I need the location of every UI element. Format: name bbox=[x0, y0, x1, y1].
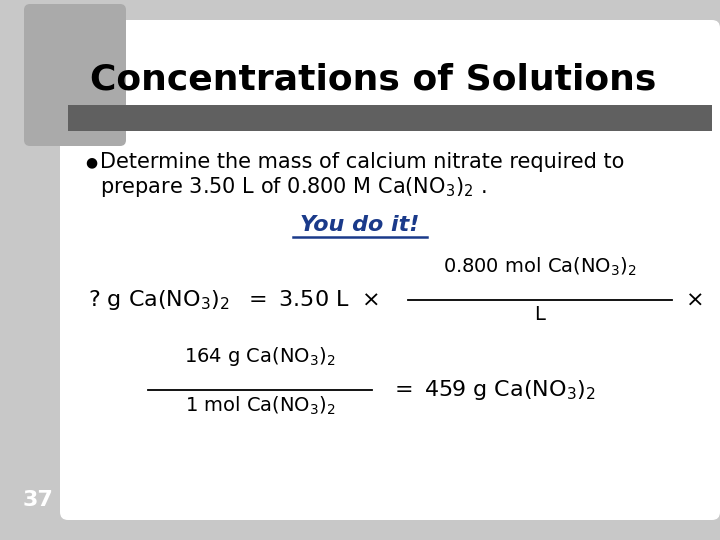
FancyBboxPatch shape bbox=[60, 20, 720, 520]
Text: 164 g Ca(NO$_3$)$_2$: 164 g Ca(NO$_3$)$_2$ bbox=[184, 345, 336, 368]
Text: ? g Ca(NO$_3$)$_2$  $=$ 3.50 L  $\times$: ? g Ca(NO$_3$)$_2$ $=$ 3.50 L $\times$ bbox=[88, 288, 379, 312]
Bar bbox=[68, 105, 712, 131]
Text: L: L bbox=[534, 305, 546, 324]
Text: 0.800 mol Ca(NO$_3$)$_2$: 0.800 mol Ca(NO$_3$)$_2$ bbox=[444, 256, 636, 278]
Text: $\times$: $\times$ bbox=[685, 290, 703, 310]
Text: $=$ 459 g Ca(NO$_3$)$_2$: $=$ 459 g Ca(NO$_3$)$_2$ bbox=[390, 378, 595, 402]
Text: ●: ● bbox=[85, 155, 97, 169]
Text: Determine the mass of calcium nitrate required to: Determine the mass of calcium nitrate re… bbox=[100, 152, 624, 172]
FancyBboxPatch shape bbox=[24, 4, 126, 146]
Text: 1 mol Ca(NO$_3$)$_2$: 1 mol Ca(NO$_3$)$_2$ bbox=[184, 395, 336, 417]
Text: 37: 37 bbox=[22, 490, 53, 510]
Text: prepare 3.50 L of 0.800 M Ca(NO$_3$)$_2$ .: prepare 3.50 L of 0.800 M Ca(NO$_3$)$_2$… bbox=[100, 175, 487, 199]
Text: Concentrations of Solutions: Concentrations of Solutions bbox=[90, 63, 657, 97]
Text: You do it!: You do it! bbox=[300, 215, 420, 235]
